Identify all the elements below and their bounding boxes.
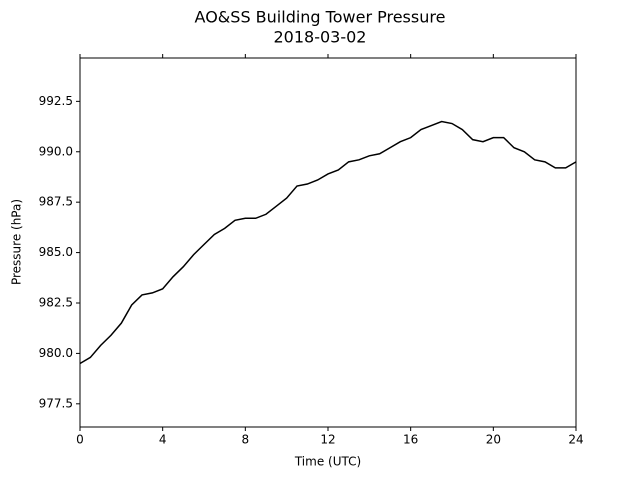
data-line [79,120,577,365]
y-tick-label: 992.5 [39,94,73,108]
x-tick-label: 12 [320,433,335,447]
x-axis-label: Time (UTC) [294,455,361,469]
y-tick-label: 987.5 [39,195,73,209]
y-tick-label: 977.5 [39,396,73,410]
y-tick-label: 982.5 [39,295,73,309]
x-tick-label: 24 [568,433,583,447]
y-tick-label: 980.0 [39,346,73,360]
y-tick-label: 990.0 [39,144,73,158]
chart-title: AO&SS Building Tower Pressure [195,8,446,27]
x-tick-label: 4 [159,433,167,447]
x-tick-label: 0 [76,433,84,447]
chart-subtitle: 2018-03-02 [274,28,367,47]
x-tick-label: 16 [403,433,418,447]
y-axis-label: Pressure (hPa) [10,199,24,285]
plot-frame [79,57,577,428]
x-tick-label: 8 [242,433,250,447]
x-tick-label: 20 [486,433,501,447]
y-tick-label: 985.0 [39,245,73,259]
